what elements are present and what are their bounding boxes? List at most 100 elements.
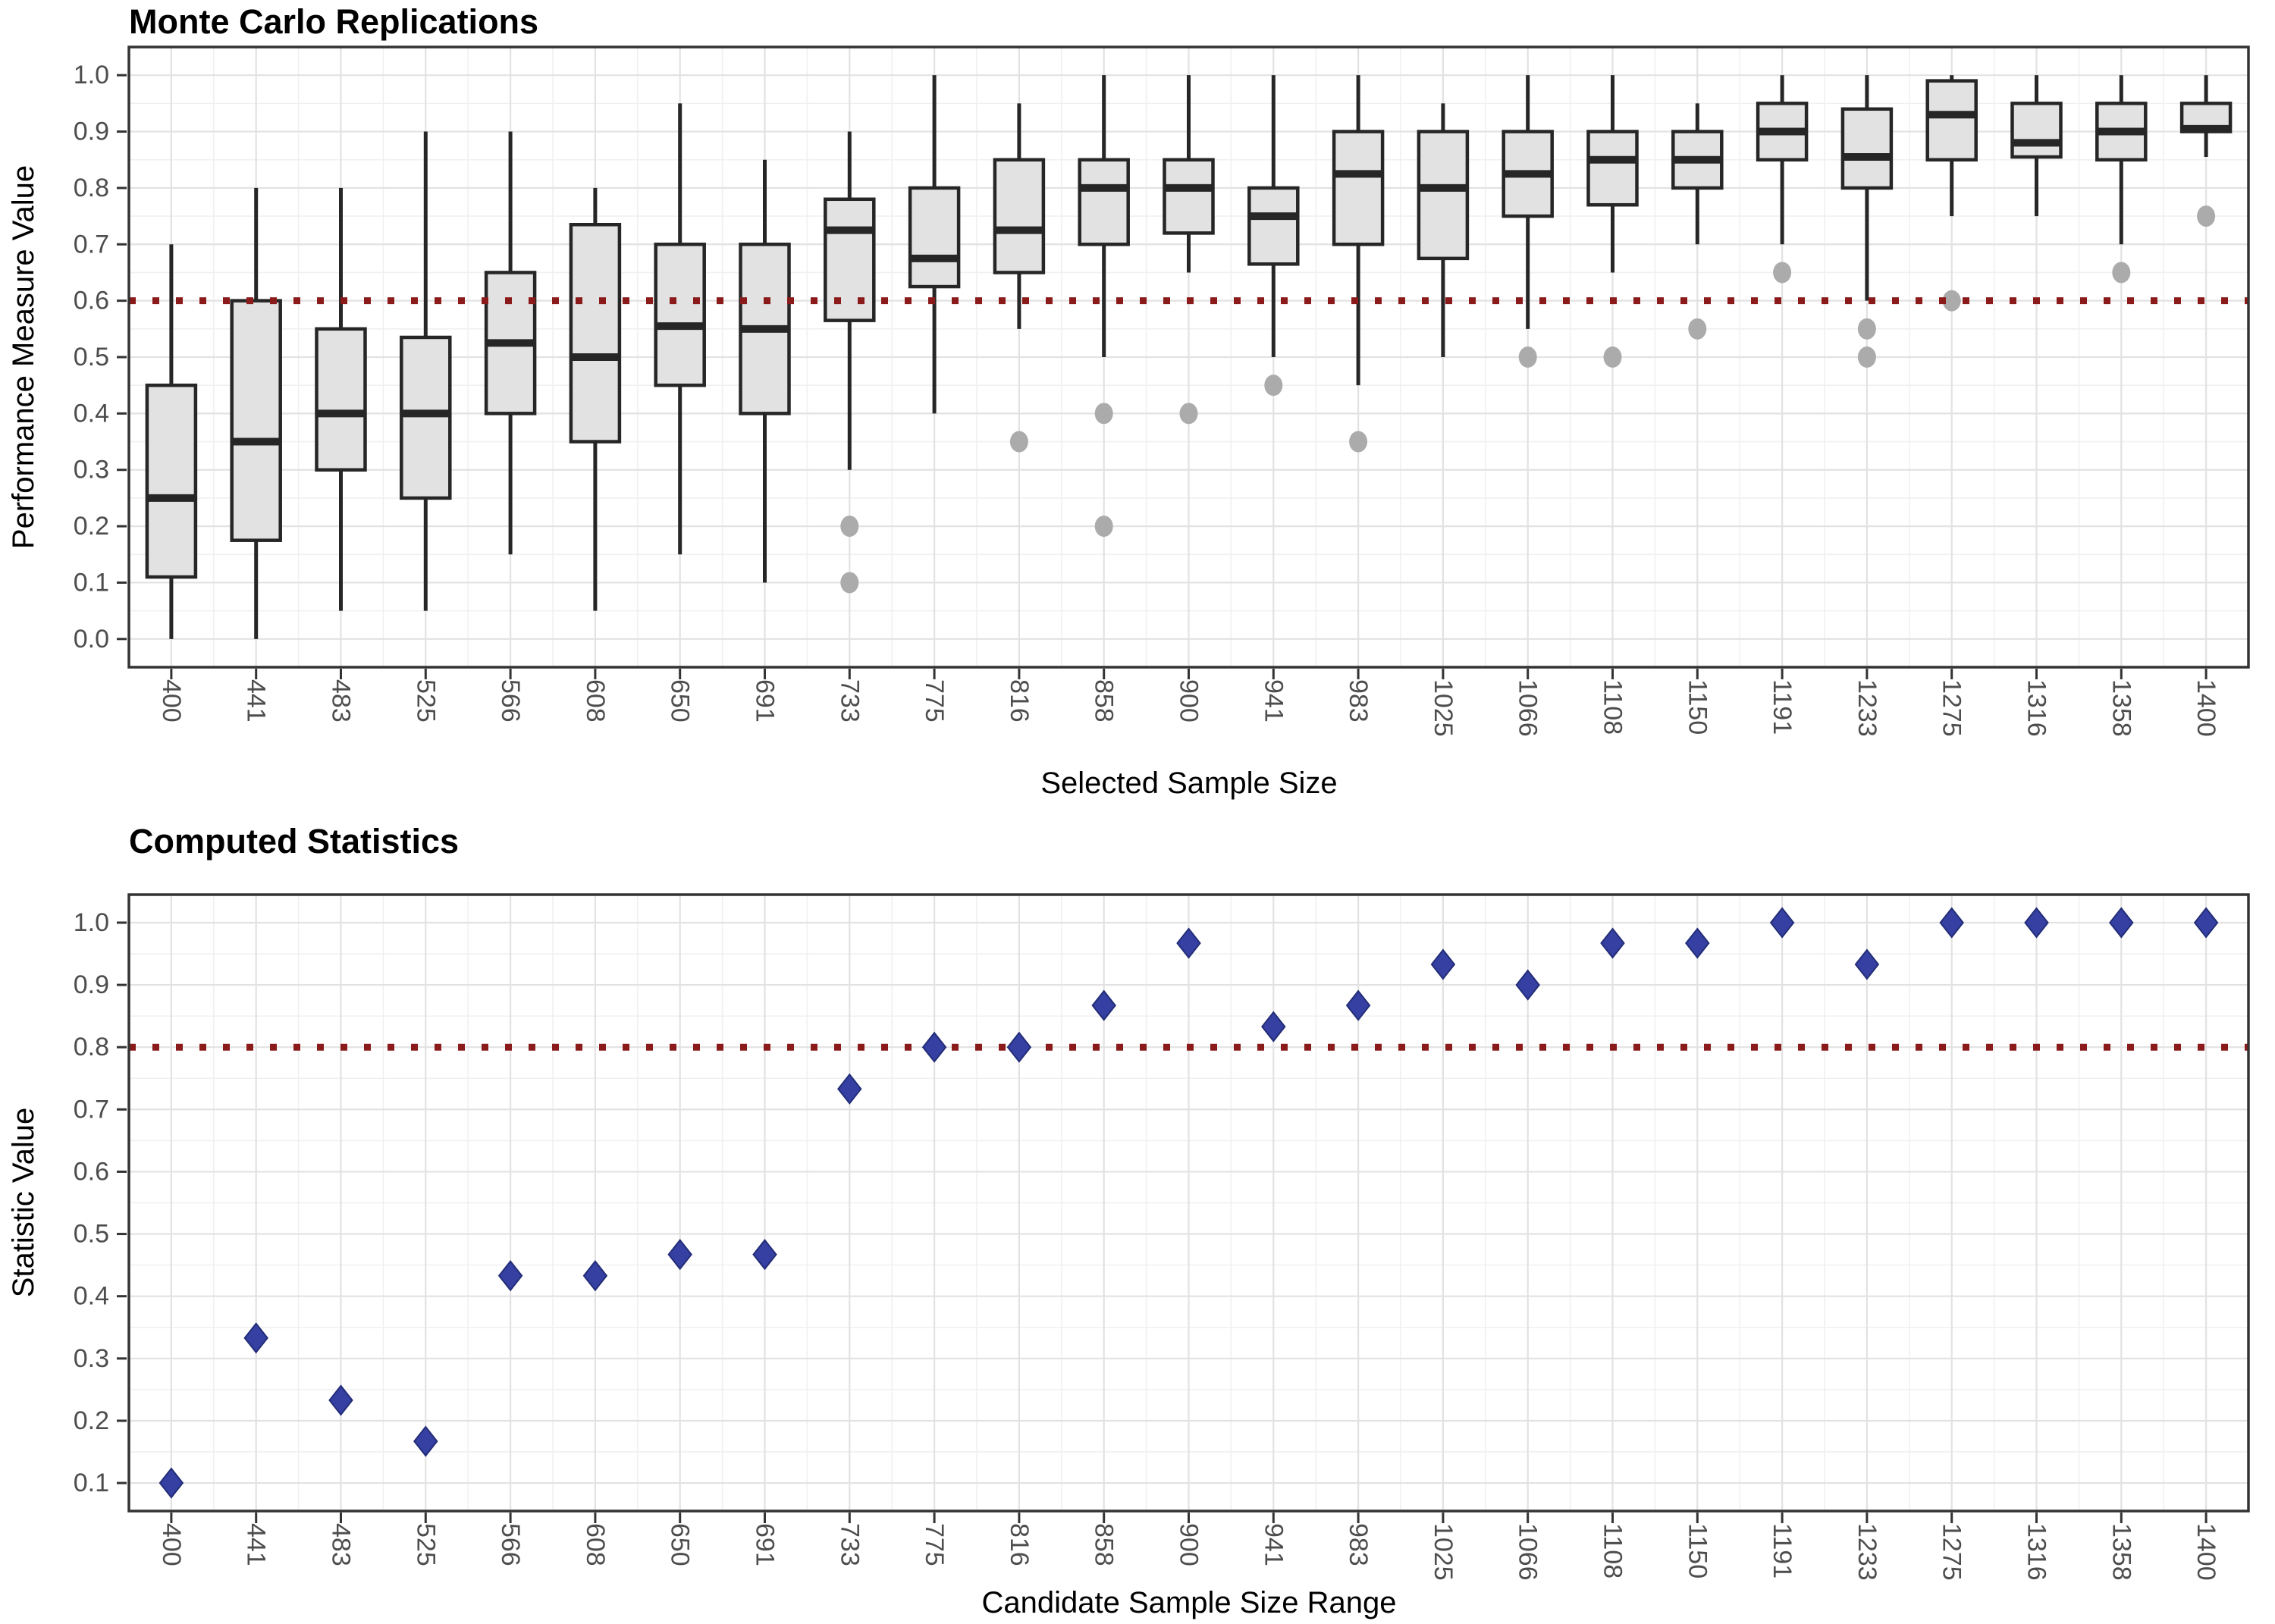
diamond-point	[921, 1031, 947, 1063]
box-525	[400, 131, 452, 611]
y-tick-label: 0.0	[74, 625, 109, 654]
x-tick-label: 566	[496, 1523, 525, 1566]
x-tick-label: 1358	[2107, 1523, 2135, 1581]
x-tick-label: 400	[157, 679, 186, 723]
y-tick-label: 0.6	[74, 1157, 109, 1186]
panel-border	[127, 45, 2250, 669]
diamond-point	[1939, 907, 1964, 939]
outlier-point	[1857, 346, 1876, 368]
y-tick-label: 0.7	[74, 230, 109, 259]
y-tick-label: 0.6	[74, 287, 109, 315]
outlier-point	[1518, 346, 1537, 368]
y-tick-label: 0.7	[74, 1095, 109, 1124]
computed-statistics-chart: Computed Statistics Statistic Value Cand…	[7, 822, 2250, 1619]
x-tick-label: 900	[1175, 1523, 1203, 1566]
outlier-point	[1179, 403, 1198, 425]
y-tick-label: 0.8	[74, 174, 109, 202]
diamond-point	[2024, 907, 2049, 939]
diamond-point	[1685, 927, 1710, 959]
diamond-point	[2193, 907, 2219, 939]
x-tick-label: 733	[835, 679, 864, 723]
outlier-point	[2112, 262, 2131, 284]
diamond-point	[752, 1239, 777, 1271]
x-axis-title: Selected Sample Size	[1040, 767, 1337, 800]
x-tick-label: 1108	[1599, 679, 1627, 735]
box-483	[315, 187, 367, 611]
x-tick-label: 691	[751, 679, 780, 723]
x-tick-label: 1066	[1514, 679, 1542, 737]
monte-carlo-replications-chart: Monte Carlo Replications Performance Mea…	[7, 2, 2250, 800]
y-tick-label: 0.1	[74, 568, 109, 597]
box-1400	[2179, 75, 2233, 227]
x-tick-label: 816	[1005, 679, 1034, 723]
x-tick-label: 691	[751, 1523, 780, 1566]
scatter-plot-area: 0.1 0.2 0.3 0.4 0.5 0.6 0.7 0.8 0.9 1.0 400 441 483 5…	[74, 893, 2250, 1581]
x-tick-label: 1400	[2192, 1523, 2220, 1581]
diamond-point	[1769, 907, 1795, 939]
x-tick-label: 566	[496, 679, 525, 723]
diamond-point	[1261, 1011, 1286, 1042]
box-941	[1247, 75, 1300, 397]
y-tick-label: 0.5	[74, 1220, 109, 1249]
panel-title: Monte Carlo Replications	[129, 2, 538, 41]
box-400	[145, 244, 198, 639]
diamond-point	[158, 1467, 184, 1499]
x-tick-label: 525	[411, 679, 440, 723]
outlier-point	[1264, 375, 1283, 397]
x-tick-label: 608	[581, 1523, 610, 1566]
x-tick-label: 1233	[1853, 1523, 1881, 1581]
box-691	[739, 159, 791, 583]
x-tick-label: 1150	[1683, 679, 1712, 735]
box-608	[569, 187, 622, 611]
x-tick-label: 816	[1005, 1523, 1034, 1566]
box-1358	[2095, 75, 2148, 284]
diamond-point	[2109, 907, 2134, 939]
x-tick-label: 1025	[1429, 1523, 1458, 1581]
outlier-point	[840, 516, 859, 538]
x-tick-label: 733	[835, 1523, 864, 1566]
x-tick-label: 858	[1090, 1523, 1119, 1566]
y-tick-label: 1.0	[74, 61, 109, 89]
y-tick-label: 0.2	[74, 512, 109, 541]
box-775	[908, 75, 961, 414]
y-tick-label: 0.8	[74, 1033, 109, 1061]
diamond-point	[1515, 969, 1540, 1001]
box-1233	[1840, 75, 1894, 368]
y-tick-label: 0.4	[74, 399, 109, 428]
outlier-point	[1349, 431, 1368, 453]
outlier-point	[1773, 262, 1792, 284]
x-tick-label: 775	[920, 1523, 949, 1566]
x-tick-label: 1316	[2022, 1523, 2051, 1581]
diamond-point	[413, 1425, 438, 1457]
x-tick-label: 1316	[2022, 679, 2051, 737]
boxplots	[145, 75, 2233, 639]
outlier-point	[1094, 516, 1113, 538]
x-tick-label: 525	[411, 1523, 440, 1566]
x-tick-label: 1400	[2192, 679, 2220, 737]
diamond-point	[1006, 1031, 1032, 1063]
box-1025	[1417, 103, 1470, 357]
diamond-point	[497, 1259, 523, 1292]
x-tick-label: 858	[1090, 679, 1119, 723]
box-816	[993, 103, 1046, 453]
box-858	[1078, 75, 1130, 538]
outlier-point	[1603, 346, 1622, 368]
diamond-point	[1854, 948, 1880, 980]
box-441	[230, 187, 282, 639]
box-1316	[2010, 75, 2063, 217]
diamond-point	[667, 1239, 692, 1271]
scatter-points	[158, 907, 2219, 1499]
x-tick-label: 441	[242, 1523, 271, 1566]
diamond-point	[1430, 948, 1456, 980]
y-axis-title: Performance Measure Value	[7, 165, 40, 549]
x-tick-label: 900	[1175, 679, 1203, 723]
x-axis-title: Candidate Sample Size Range	[981, 1586, 1396, 1619]
outlier-point	[1009, 431, 1028, 453]
x-tick-label: 400	[157, 1523, 186, 1566]
box-1150	[1671, 103, 1724, 340]
x-tick-label: 650	[666, 679, 695, 723]
x-tick-label: 983	[1344, 679, 1373, 723]
diamond-point	[1345, 989, 1371, 1021]
y-tick-label: 0.4	[74, 1282, 109, 1311]
y-tick-label: 0.5	[74, 343, 109, 372]
